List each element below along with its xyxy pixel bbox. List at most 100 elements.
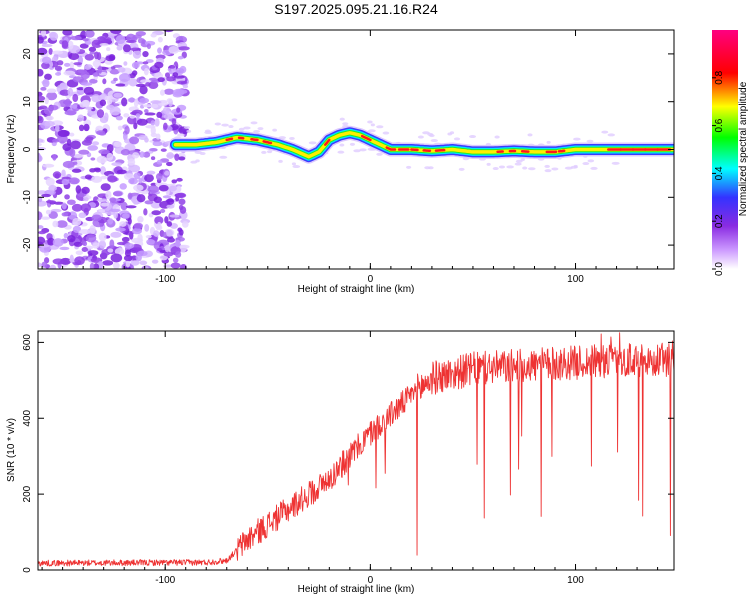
noise-blob [91, 214, 102, 222]
noise-blob [52, 138, 60, 143]
noise-blob [143, 208, 148, 216]
noise-blob [145, 234, 152, 239]
noise-blob [59, 246, 70, 251]
noise-blob [87, 250, 99, 256]
noise-blob [80, 82, 93, 86]
noise-speck [266, 150, 273, 154]
noise-blob [163, 113, 174, 120]
noise-blob [150, 132, 158, 138]
noise-blob [175, 89, 188, 95]
noise-blob [82, 99, 91, 107]
noise-blob [79, 43, 89, 49]
noise-blob [168, 65, 176, 69]
noise-blob [144, 109, 149, 114]
noise-blob [71, 203, 83, 212]
noise-blob [38, 68, 44, 77]
noise-blob [138, 177, 143, 184]
noise-blob [64, 98, 71, 108]
noise-blob [41, 56, 52, 64]
noise-blob [98, 232, 107, 242]
noise-blob [182, 84, 189, 89]
snr-ytick-label: 0 [22, 567, 33, 573]
spectrogram-xtick-label: 0 [368, 274, 374, 285]
ridge-peak-segment [262, 140, 273, 145]
noise-blob [146, 239, 155, 245]
noise-blob [151, 259, 159, 264]
noise-speck [292, 165, 301, 169]
noise-blob [133, 222, 143, 229]
noise-blob [171, 118, 177, 125]
noise-blob [61, 169, 66, 177]
noise-blob [68, 177, 80, 185]
noise-speck [522, 166, 528, 170]
noise-blob [162, 195, 172, 199]
noise-speck [586, 139, 594, 143]
noise-blob [105, 190, 112, 200]
noise-speck [204, 131, 213, 135]
noise-blob [52, 238, 64, 247]
noise-blob [72, 154, 84, 158]
noise-blob [62, 30, 73, 36]
noise-blob [55, 124, 60, 132]
noise-blob [166, 98, 173, 103]
snr-plot-area [38, 332, 674, 567]
noise-speck [382, 131, 390, 135]
snr-ytick-label: 400 [22, 409, 33, 426]
noise-blob [109, 68, 120, 75]
ridge-peak-segment [225, 137, 234, 142]
noise-speck [183, 125, 191, 129]
noise-blob [78, 212, 87, 219]
noise-blob [119, 183, 127, 190]
noise-blob [107, 218, 114, 225]
noise-speck [469, 135, 477, 139]
noise-blob [38, 47, 48, 56]
noise-blob [45, 200, 57, 204]
noise-blob [89, 225, 96, 234]
noise-blob [176, 107, 181, 113]
spectrogram-ytick-label: -20 [22, 237, 33, 252]
snr-xtick-label: 100 [567, 575, 584, 586]
noise-blob [62, 160, 75, 169]
noise-speck [219, 155, 228, 159]
ridge-peak-segment [323, 138, 331, 146]
noise-blob [89, 168, 96, 173]
noise-blob [125, 260, 131, 268]
noise-blob [121, 236, 130, 243]
noise-blob [84, 174, 92, 180]
noise-blob [100, 175, 108, 180]
noise-blob [124, 266, 131, 269]
noise-speck [367, 129, 376, 133]
noise-blob [129, 115, 136, 119]
noise-speck [573, 164, 578, 168]
noise-speck [367, 120, 373, 124]
noise-speck [590, 166, 598, 170]
noise-blob [80, 71, 90, 80]
spectrogram-ylabel: Frequency (Hz) [6, 115, 17, 184]
colorbar-label: Normalized spectral amplitude [738, 81, 749, 216]
noise-speck [353, 149, 361, 153]
noise-blob [118, 73, 131, 83]
noise-blob [44, 97, 49, 105]
noise-blob [98, 208, 106, 213]
noise-blob [52, 171, 62, 179]
spectrogram-xlabel: Height of straight line (km) [298, 284, 415, 295]
noise-speck [564, 166, 573, 170]
noise-blob [42, 78, 50, 88]
noise-blob [149, 147, 158, 152]
noise-speck [544, 164, 550, 168]
noise-blob [120, 149, 131, 156]
noise-blob [38, 236, 46, 245]
noise-blob [62, 143, 72, 152]
noise-blob [83, 197, 89, 202]
noise-blob [47, 237, 55, 246]
noise-blob [110, 30, 122, 34]
noise-blob [115, 227, 126, 232]
noise-blob [104, 96, 111, 101]
noise-blob [113, 141, 122, 148]
noise-blob [159, 89, 165, 96]
noise-blob [56, 85, 63, 93]
noise-blob [119, 221, 127, 227]
noise-blob [83, 123, 90, 132]
noise-blob [54, 65, 63, 71]
